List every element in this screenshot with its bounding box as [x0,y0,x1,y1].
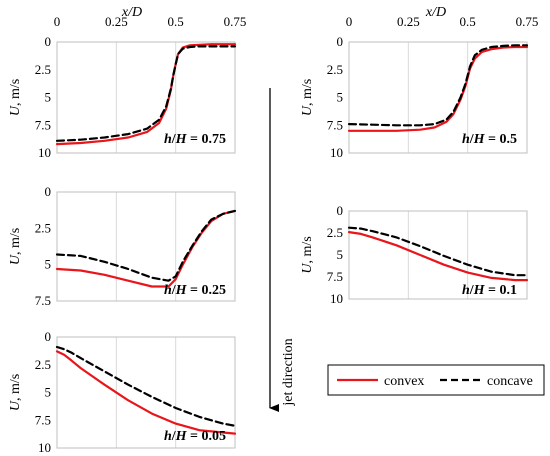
y-tick-label: 7.5 [327,269,343,284]
plot-frame [348,41,528,154]
y-tick-label: 0 [45,34,52,49]
y-tick-label: 10 [330,145,343,160]
y-tick-label: 10 [38,145,51,160]
panel-p075: 0 2.5 5 7.5 10 0 0.25 0.5 0.75 x/D U, m/s h/H = 0.7… [8,5,246,160]
panel-annotation: h/H = 0.1 [462,283,517,298]
y-tick-label: 0 [45,184,52,199]
legend-label-concave: concave [487,374,533,389]
y-tick-label: 2.5 [35,357,51,372]
plot-frame [56,336,236,449]
y-tick-label: 7.5 [327,117,343,132]
y-tick-label: 0 [337,203,344,218]
panel-annotation: h/H = 0.75 [164,132,226,147]
y-tick-label: 10 [38,440,51,455]
series-line-convex [55,350,237,435]
panel-p005: 0 2.5 5 7.5 10 U, m/s h/H = 0.05 [8,329,237,455]
y-tick-label: 2.5 [35,220,51,235]
legend: convex concave [327,364,545,396]
y-tick-label: 0 [45,329,52,344]
panel-p01: 0 2.5 5 7.5 10 U, m/s h/H = 0.1 [300,203,529,306]
legend-box [327,364,545,396]
series-line-concave [347,44,529,127]
x-tick-label: 0.25 [105,14,128,29]
x-tick-label: 0 [346,14,353,29]
x-axis-title: x/D [121,5,142,20]
series-line-convex [347,231,529,282]
y-axis-title: U, m/s [8,374,23,411]
y-tick-label: 7.5 [35,117,51,132]
x-axis-title: x/D [425,5,446,20]
x-tick-label: 0.75 [224,14,247,29]
legend-label-convex: convex [384,374,424,389]
plot-frame [56,41,236,154]
y-tick-label: 7.5 [35,412,51,427]
x-tick-label: 0.5 [168,14,184,29]
panel-annotation: h/H = 0.05 [164,429,226,444]
y-tick-label: 2.5 [327,62,343,77]
plot-frame [348,210,528,300]
y-tick-label: 5 [45,90,52,105]
panel-p025: 0 2.5 5 7.5 U, m/s h/H = 0.25 [8,184,237,308]
panel-annotation: h/H = 0.25 [164,283,226,298]
series-line-concave [55,209,237,282]
plot-frame [56,191,236,302]
y-tick-label: 7.5 [35,293,51,308]
y-axis-title: U, m/s [8,79,23,116]
series-line-concave [347,226,529,277]
panel-annotation: h/H = 0.5 [462,132,517,147]
y-axis-title: U, m/s [300,236,315,273]
y-tick-label: 2.5 [327,225,343,240]
panel-p05: 0 2.5 5 7.5 10 0 0.25 0.5 0.75 x/D U, m/s h/H = 0.5 [300,5,538,160]
series-line-convex [347,45,529,132]
y-tick-label: 5 [45,385,52,400]
x-tick-label: 0 [54,14,61,29]
series-line-concave [55,45,237,142]
jet-direction-label: jet direction [281,338,296,406]
y-axis-title: U, m/s [300,79,315,116]
series-line-concave [55,345,237,427]
x-tick-label: 0.5 [460,14,476,29]
y-tick-label: 0 [337,34,344,49]
y-tick-label: 5 [337,90,344,105]
y-tick-label: 5 [45,257,52,272]
x-tick-label: 0.25 [397,14,420,29]
y-tick-label: 5 [337,247,344,262]
x-tick-label: 0.75 [516,14,539,29]
y-tick-label: 2.5 [35,62,51,77]
y-axis-title: U, m/s [8,228,23,265]
y-tick-label: 10 [330,291,343,306]
